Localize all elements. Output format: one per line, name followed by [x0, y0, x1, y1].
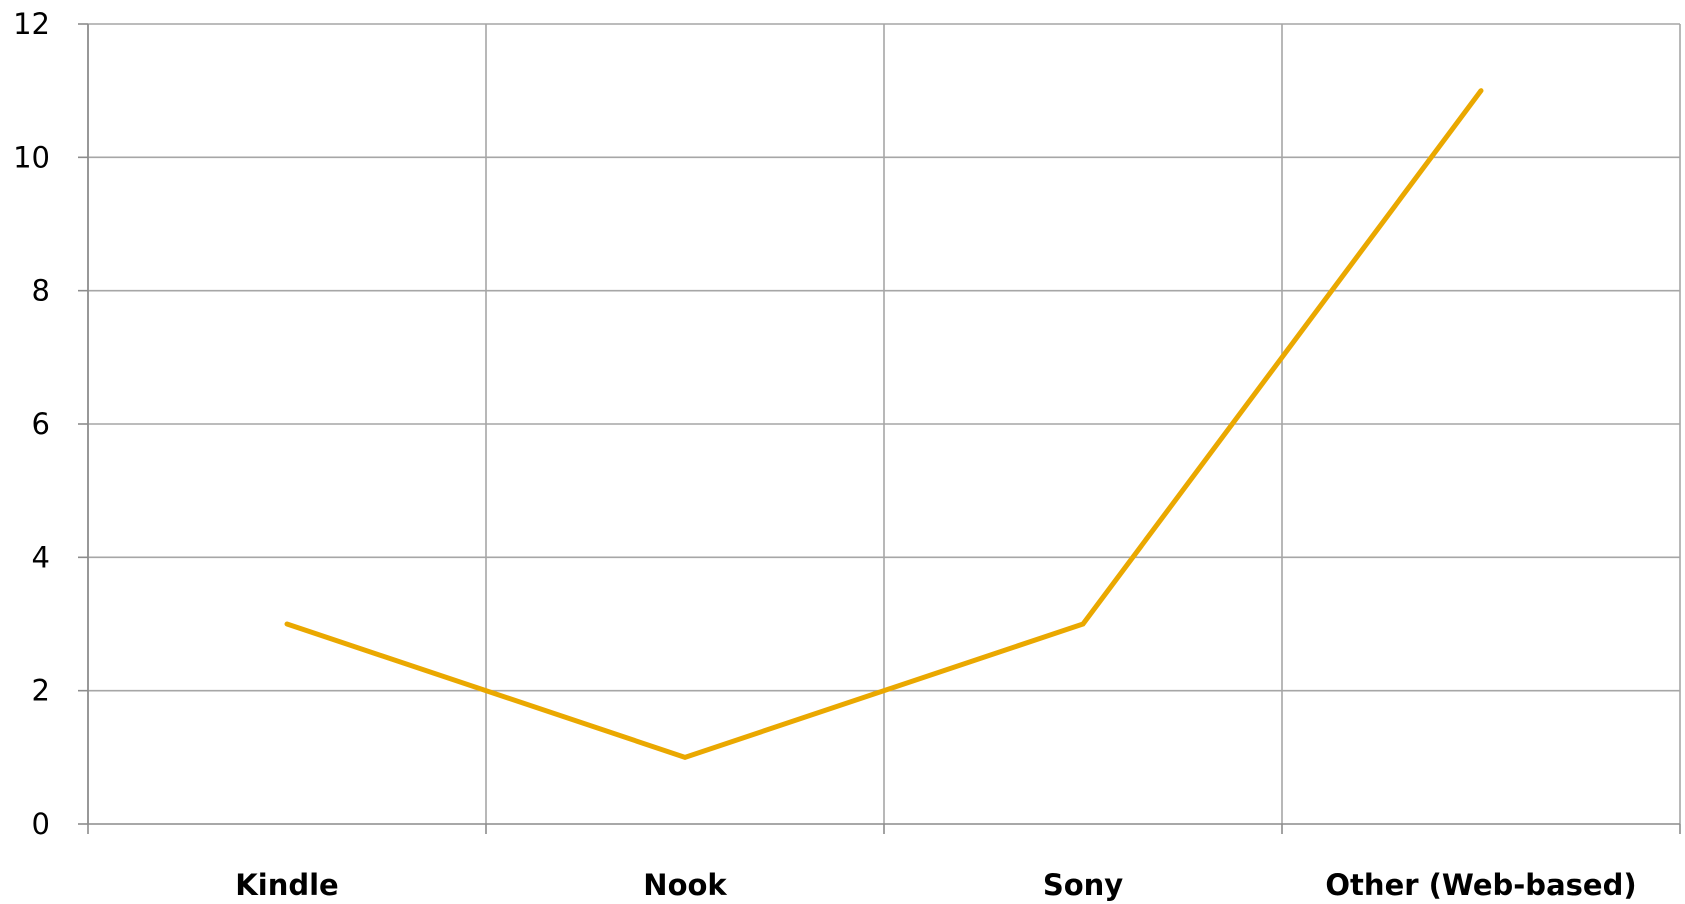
- y-tick-label: 8: [32, 274, 50, 308]
- axes: [78, 23, 1681, 834]
- y-tick-label: 6: [32, 407, 50, 441]
- series-group: [284, 88, 1484, 760]
- x-axis-category-labels: Kindle Nook Sony Other (Web-based): [235, 868, 1636, 902]
- y-tick-label: 4: [32, 540, 50, 574]
- y-tick-label: 12: [13, 7, 50, 41]
- y-tick-label: 10: [13, 140, 50, 174]
- x-category-label: Nook: [643, 868, 727, 902]
- y-tick-label: 2: [32, 674, 50, 708]
- y-axis-tick-labels: 0 2 4 6 8 10 12: [13, 7, 50, 841]
- x-category-label: Other (Web-based): [1325, 868, 1636, 902]
- x-category-label: Kindle: [235, 868, 338, 902]
- x-category-label: Sony: [1043, 868, 1123, 902]
- series-line: [284, 88, 1484, 760]
- y-tick-label: 0: [32, 807, 50, 841]
